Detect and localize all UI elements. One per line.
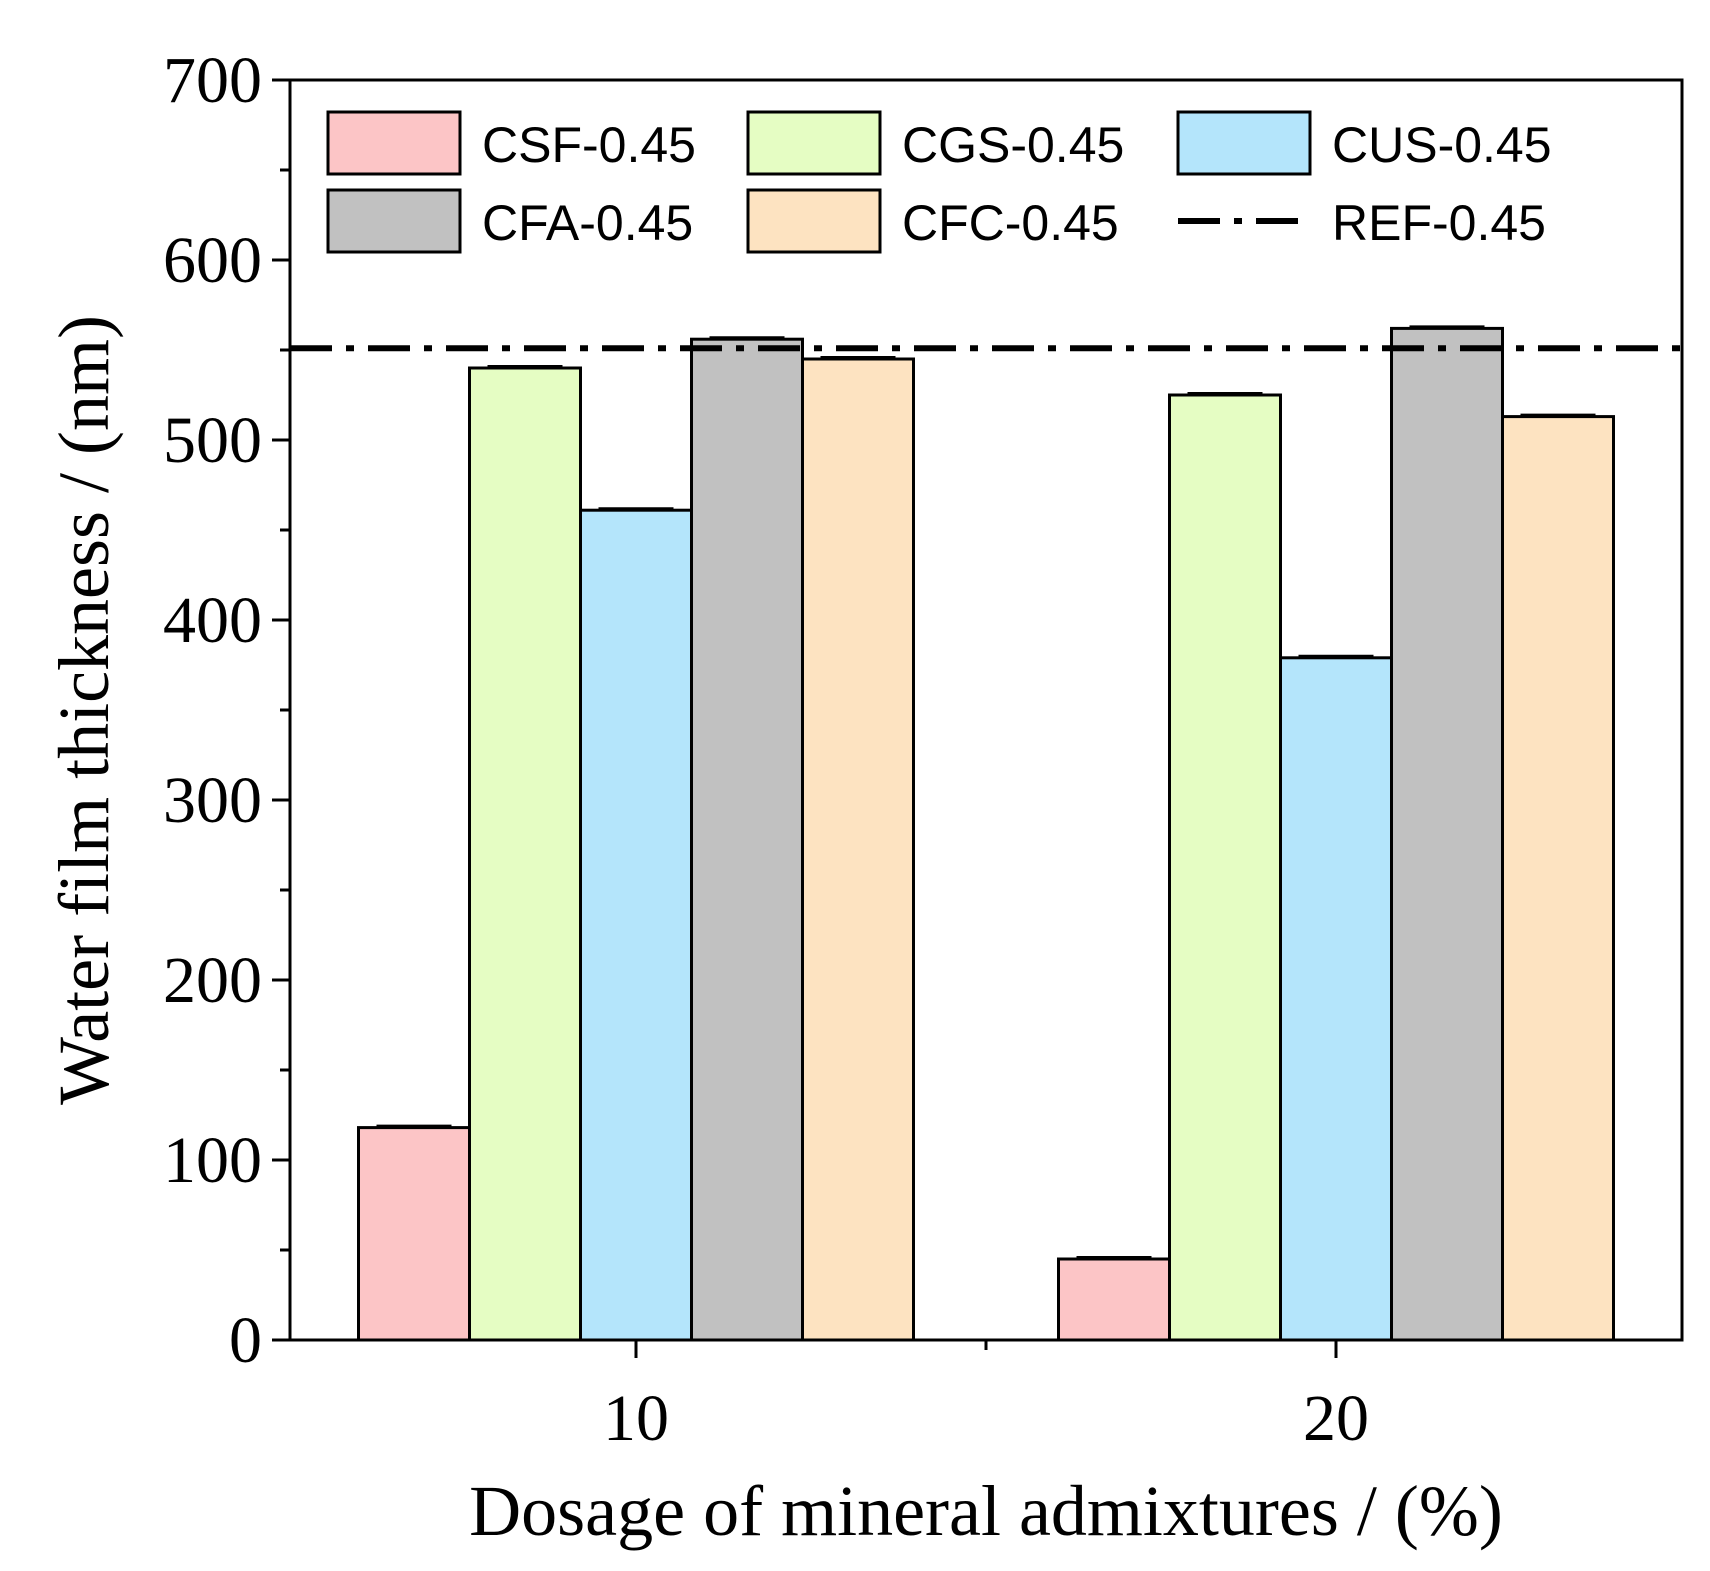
bar-CFA-0.45-20 xyxy=(1390,326,1504,1342)
bar-CGS-0.45-10 xyxy=(468,366,582,1342)
bar-CSF-0.45-20 xyxy=(1057,1257,1171,1342)
x-axis: 10 20 xyxy=(603,1340,1369,1455)
legend-swatch-CFC-0.45 xyxy=(746,188,882,254)
bar-CUS-0.45-10 xyxy=(579,508,693,1342)
y-tick-label-100: 100 xyxy=(163,1124,262,1197)
bar-CSF-0.45-10 xyxy=(357,1126,471,1342)
legend-swatch-CSF-0.45 xyxy=(326,110,462,176)
y-tick-label-200: 200 xyxy=(163,944,262,1017)
bar-CUS-0.45-20 xyxy=(1279,656,1393,1342)
y-tick-label-500: 500 xyxy=(163,404,262,477)
y-axis: 0 100 200 300 400 500 600 700 xyxy=(163,44,290,1377)
y-tick-label-600: 600 xyxy=(163,224,262,297)
y-tick-label-0: 0 xyxy=(229,1304,262,1377)
bars-group xyxy=(357,325,1615,1342)
bar-CFC-0.45-10 xyxy=(801,357,915,1342)
x-tick-label-10: 10 xyxy=(603,1382,669,1455)
legend-swatch-CFA-0.45 xyxy=(326,188,462,254)
legend-label-REF-0.45: REF-0.45 xyxy=(1332,195,1546,251)
legend-label-CUS-0.45: CUS-0.45 xyxy=(1332,117,1552,173)
bar-CGS-0.45-20 xyxy=(1168,393,1282,1342)
x-axis-title: Dosage of mineral admixtures / (%) xyxy=(469,1471,1503,1551)
y-tick-label-400: 400 xyxy=(163,584,262,657)
y-tick-label-700: 700 xyxy=(163,44,262,117)
legend-label-CSF-0.45: CSF-0.45 xyxy=(482,117,696,173)
legend-label-CFC-0.45: CFC-0.45 xyxy=(902,195,1119,251)
legend-swatch-CGS-0.45 xyxy=(746,110,882,176)
y-axis-title: Water film thickness / (nm) xyxy=(44,315,124,1105)
bar-CFC-0.45-20 xyxy=(1501,415,1615,1342)
x-tick-label-20: 20 xyxy=(1303,1382,1369,1455)
legend-label-CGS-0.45: CGS-0.45 xyxy=(902,117,1124,173)
bar-CFA-0.45-10 xyxy=(690,337,804,1342)
legend: CSF-0.45 CGS-0.45 CUS-0.45 CFA-0.45 CFC-0.45… xyxy=(326,110,1552,254)
legend-label-CFA-0.45: CFA-0.45 xyxy=(482,195,693,251)
y-tick-label-300: 300 xyxy=(163,764,262,837)
legend-swatch-CUS-0.45 xyxy=(1176,110,1312,176)
